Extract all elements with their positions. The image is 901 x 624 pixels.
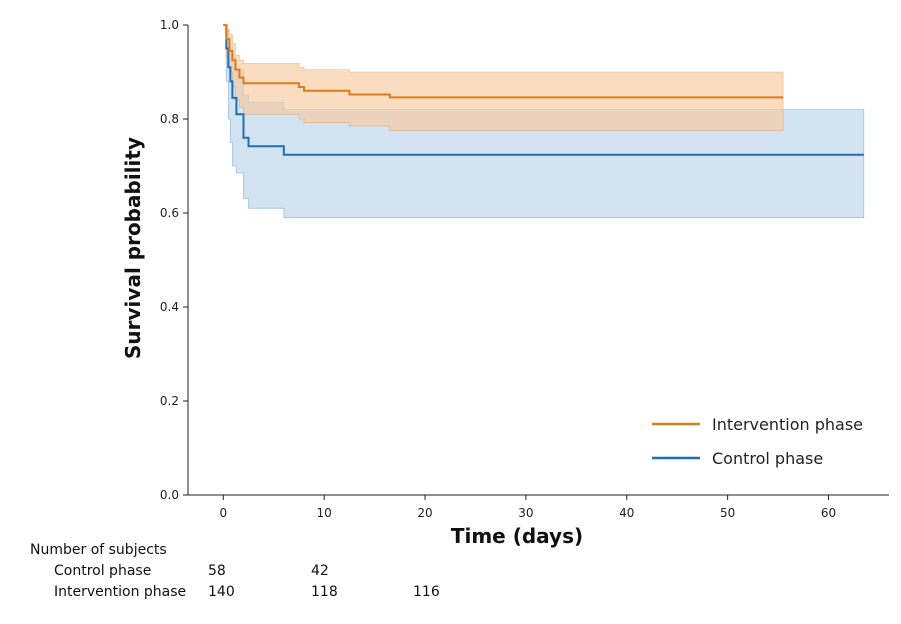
y-axis-title: Survival probability (121, 137, 145, 359)
y-tick-label: 1.0 (160, 18, 179, 32)
risk-count: 140 (208, 584, 235, 600)
x-tick-label: 10 (317, 506, 332, 520)
x-axis-title: Time (days) (451, 524, 583, 548)
risk-count: 42 (311, 563, 329, 579)
x-tick-label: 40 (619, 506, 634, 520)
y-ticks: 0.0 0.2 0.4 0.6 0.8 1.0 (160, 18, 188, 502)
x-tick-label: 60 (821, 506, 836, 520)
legend: Intervention phase Control phase (652, 415, 863, 468)
intervention-phase-curve (223, 24, 784, 99)
y-tick-label: 0.0 (160, 488, 179, 502)
x-tick-label: 0 (219, 506, 227, 520)
risk-row-label: Control phase (54, 563, 151, 579)
control-phase-curve (223, 24, 864, 156)
axes (187, 25, 889, 496)
intervention-phase-ci-band (223, 24, 784, 132)
x-tick-label: 30 (518, 506, 533, 520)
x-tick-label: 50 (720, 506, 735, 520)
risk-count: 58 (208, 563, 226, 579)
y-tick-label: 0.6 (160, 206, 179, 220)
x-ticks: 0 10 20 30 40 50 60 (219, 495, 836, 520)
survival-curves (223, 24, 864, 156)
y-tick-label: 0.2 (160, 394, 179, 408)
risk-count: 116 (413, 584, 440, 600)
risk-row-label: Intervention phase (54, 584, 186, 600)
confidence-bands (223, 24, 865, 219)
control-phase-legend-label: Control phase (712, 449, 823, 468)
risk-table-title: Number of subjects (30, 542, 167, 558)
x-tick-label: 20 (417, 506, 432, 520)
y-tick-label: 0.8 (160, 112, 179, 126)
y-tick-label: 0.4 (160, 300, 179, 314)
risk-table: Number of subjects Control phase 58 42 Inte… (30, 542, 440, 600)
risk-count: 118 (311, 584, 338, 600)
intervention-phase-legend-label: Intervention phase (712, 415, 863, 434)
